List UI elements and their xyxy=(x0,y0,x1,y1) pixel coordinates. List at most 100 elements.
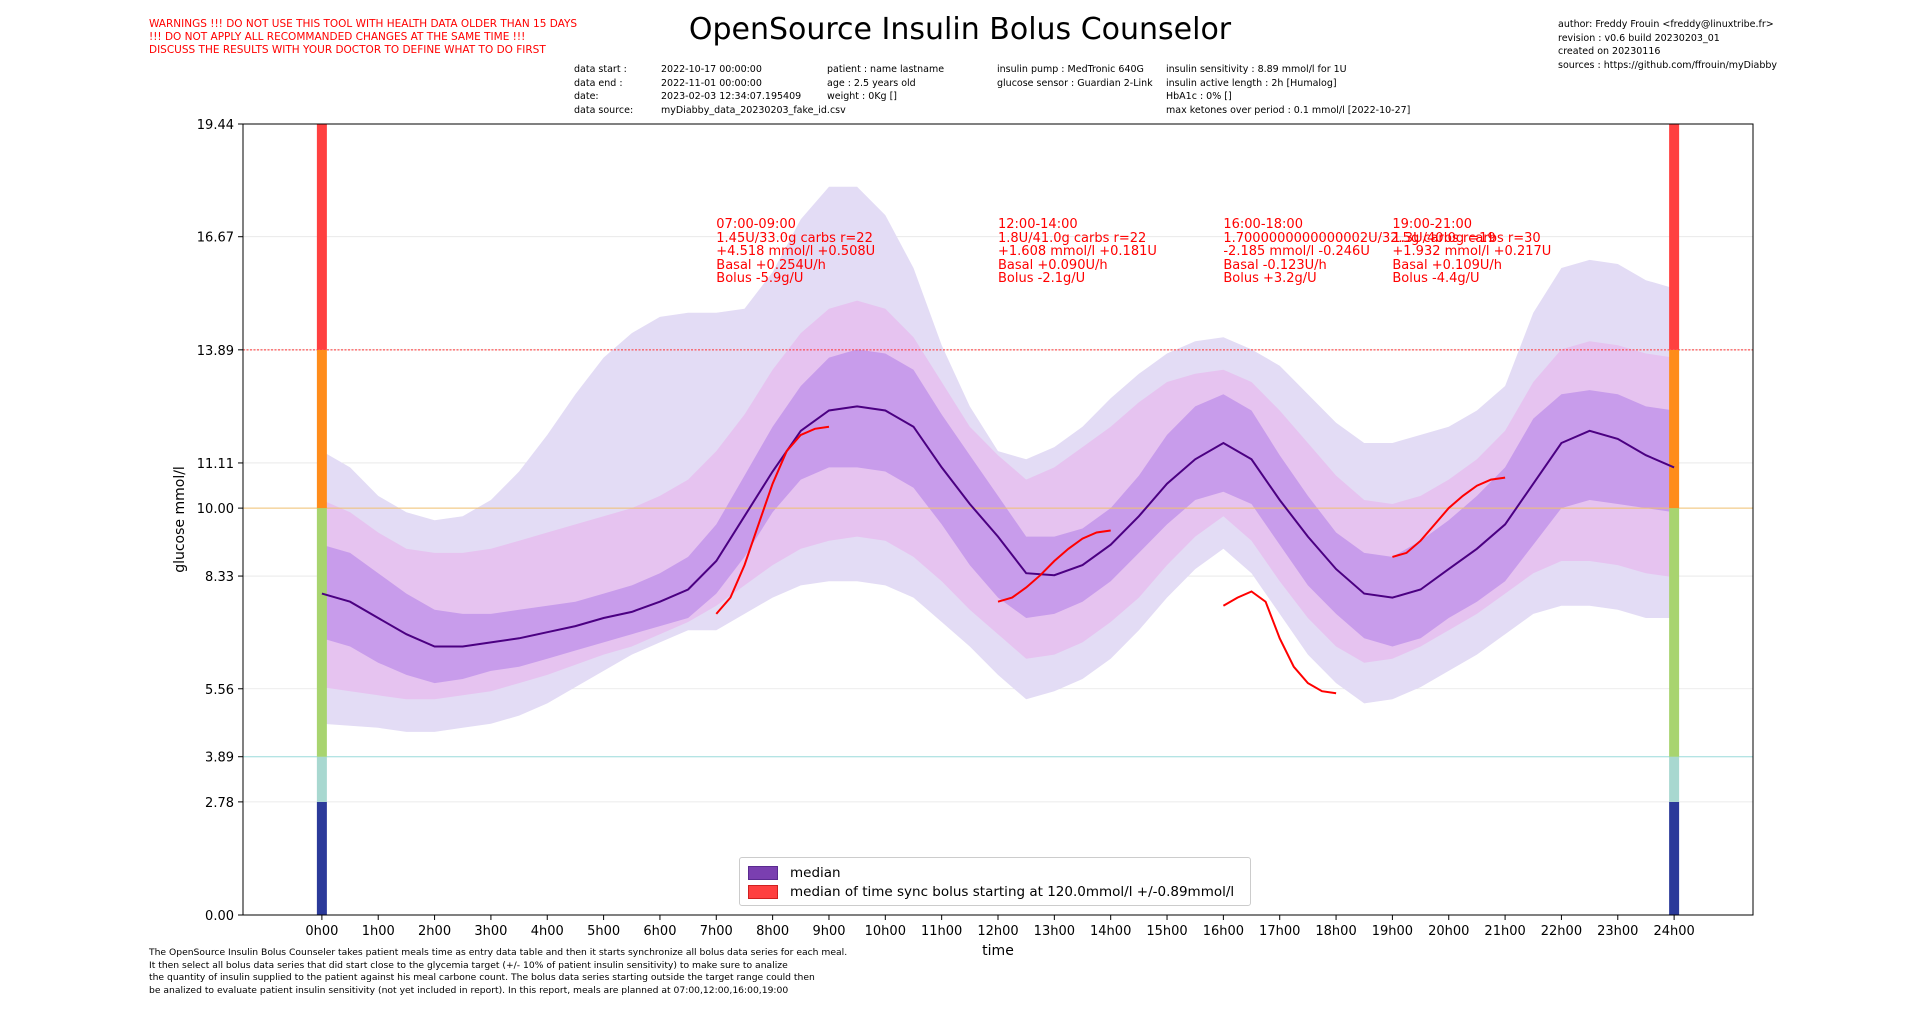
range-bar-segment xyxy=(316,124,327,350)
revision-line: revision : v0.6 build 20230203_01 xyxy=(1558,32,1720,44)
y-tick-label: 8.33 xyxy=(205,570,234,585)
annotation-line: Basal -0.123U/h xyxy=(1223,257,1327,273)
legend-entry-bolus: median of time sync bolus starting at 12… xyxy=(748,882,1234,902)
range-bar-segment xyxy=(316,349,327,509)
legend-swatch xyxy=(748,866,778,880)
meta-label: date: xyxy=(574,91,599,102)
x-tick-label: 8h00 xyxy=(756,924,789,939)
x-axis-label: time xyxy=(982,943,1014,959)
x-tick-label: 5h00 xyxy=(587,924,620,939)
meta-label: data source: xyxy=(574,104,634,116)
y-tick-label: 16.67 xyxy=(197,231,234,246)
x-tick-label: 4h00 xyxy=(531,924,564,939)
range-bar-segment xyxy=(316,508,327,757)
patient-line: patient : name lastname xyxy=(827,64,945,75)
y-tick-label: 2.78 xyxy=(205,796,234,811)
device-info: insulin pump : MedTronic 640G glucose se… xyxy=(997,63,1153,90)
annotation-line: Basal +0.109U/h xyxy=(1392,257,1503,273)
x-tick-label: 24h00 xyxy=(1653,924,1694,939)
footer-note: The OpenSource Insulin Bolus Counseler t… xyxy=(149,947,847,997)
patient-line: weight : 0Kg [] xyxy=(827,91,898,102)
x-tick-label: 6h00 xyxy=(643,924,676,939)
y-tick-label: 11.11 xyxy=(197,457,234,472)
x-tick-label: 15h00 xyxy=(1146,924,1187,939)
annotation-line: -2.185 mmol/l -0.246U xyxy=(1223,244,1370,260)
annotation-line: 1.45U/33.0g carbs r=22 xyxy=(716,230,873,246)
sources-line: sources : https://github.com/ffrouin/myD… xyxy=(1558,59,1778,71)
insulin-line: max ketones over period : 0.1 mmol/l [20… xyxy=(1166,104,1411,116)
annotation-line: Bolus -5.9g/U xyxy=(716,271,804,287)
x-tick-label: 19h00 xyxy=(1372,924,1413,939)
insulin-line: insulin active length : 2h [Humalog] xyxy=(1166,77,1337,89)
annotation-line: 19:00-21:00 xyxy=(1392,217,1473,233)
meal-annotation: 07:00-09:00 1.45U/33.0g carbs r=22 +4.51… xyxy=(716,218,875,286)
warnings: WARNINGS !!! DO NOT USE THIS TOOL WITH H… xyxy=(149,18,577,57)
meta-labels: data start : data end : date: data sourc… xyxy=(574,63,633,117)
author-line: author: Freddy Frouin <freddy@linuxtribe… xyxy=(1558,19,1774,30)
x-tick-label: 7h00 xyxy=(700,924,733,939)
x-tick-label: 23h00 xyxy=(1597,924,1638,939)
range-bar-segment xyxy=(1669,756,1680,802)
insulin-info: insulin sensitivity : 8.89 mmol/l for 1U… xyxy=(1166,63,1410,117)
y-tick-label: 19.44 xyxy=(197,118,234,133)
annotation-line: Bolus -2.1g/U xyxy=(998,271,1086,287)
annotation-line: 12:00-14:00 xyxy=(998,217,1078,233)
y-tick-label: 0.00 xyxy=(205,909,234,924)
meta-value: 2023-02-03 12:34:07.195409 xyxy=(661,91,802,102)
meta-values: 2022-10-17 00:00:00 2022-11-01 00:00:00 … xyxy=(661,63,846,117)
x-tick-label: 11h00 xyxy=(921,924,962,939)
legend-swatch xyxy=(748,885,778,899)
x-tick-label: 12h00 xyxy=(977,924,1018,939)
x-tick-label: 20h00 xyxy=(1428,924,1469,939)
range-bar-segment xyxy=(316,801,327,915)
annotation-line: 07:00-09:00 xyxy=(716,217,796,233)
bolus-line xyxy=(715,425,830,615)
annotation-line: +1.932 mmol/l +0.217U xyxy=(1392,244,1552,260)
meta-label: data end : xyxy=(574,77,623,89)
footer-line: The OpenSource Insulin Bolus Counseler t… xyxy=(149,947,848,958)
footer-line: It then select all bolus data series tha… xyxy=(149,959,788,971)
footer-line: the quantity of insulin supplied to the … xyxy=(149,972,815,984)
created-line: created on 20230116 xyxy=(1558,46,1661,57)
x-tick-label: 13h00 xyxy=(1034,924,1075,939)
x-tick-label: 9h00 xyxy=(812,924,845,939)
range-bar-segment xyxy=(1669,349,1680,509)
x-tick-label: 22h00 xyxy=(1541,924,1582,939)
legend-entry-median: median xyxy=(748,863,841,883)
bolus-line xyxy=(997,529,1111,603)
meta-value: 2022-11-01 00:00:00 xyxy=(661,77,762,89)
patient-info: patient : name lastname age : 2.5 years … xyxy=(827,63,944,104)
y-axis-label: glucose mmol/l xyxy=(172,466,188,573)
annotation-line: 1.7000000000000002U/32.5g carbs r=19 xyxy=(1223,230,1496,246)
insulin-line: insulin sensitivity : 8.89 mmol/l for 1U xyxy=(1166,64,1347,75)
y-tick-label: 13.89 xyxy=(197,344,234,359)
warning-line: WARNINGS !!! DO NOT USE THIS TOOL WITH H… xyxy=(149,18,578,30)
y-tick-label: 3.89 xyxy=(205,751,234,766)
annotation-line: 16:00-18:00 xyxy=(1223,217,1303,233)
patient-line: age : 2.5 years old xyxy=(827,77,916,89)
annotation-line: +1.608 mmol/l +0.181U xyxy=(998,244,1157,260)
warning-line: DISCUSS THE RESULTS WITH YOUR DOCTOR TO … xyxy=(149,44,546,56)
annotation-line: 1.3U/40.0g carbs r=30 xyxy=(1392,230,1541,246)
annotation-line: Bolus -4.4g/U xyxy=(1392,271,1480,287)
x-tick-label: 18h00 xyxy=(1315,924,1356,939)
meta-value: 2022-10-17 00:00:00 xyxy=(661,64,762,75)
x-tick-label: 1h00 xyxy=(362,924,395,939)
chart-legend: median median of time sync bolus startin… xyxy=(739,857,1251,906)
legend-label: median of time sync bolus starting at 12… xyxy=(790,884,1235,900)
x-tick-label: 3h00 xyxy=(474,924,507,939)
x-tick-label: 10h00 xyxy=(865,924,906,939)
meal-annotation: 12:00-14:00 1.8U/41.0g carbs r=22 +1.608… xyxy=(998,218,1157,286)
range-bar-segment xyxy=(1669,801,1680,915)
annotation-line: Bolus +3.2g/U xyxy=(1223,271,1317,287)
range-bar-segment xyxy=(316,756,327,802)
y-tick-label: 10.00 xyxy=(197,502,234,517)
annotation-line: Basal +0.090U/h xyxy=(998,257,1108,273)
annotation-line: +4.518 mmol/l +0.508U xyxy=(716,244,876,260)
warning-line: !!! DO NOT APPLY ALL RECOMMANDED CHANGES… xyxy=(149,31,526,43)
meal-annotation: 16:00-18:00 1.7000000000000002U/32.5g ca… xyxy=(1223,218,1495,286)
device-line: glucose sensor : Guardian 2-Link xyxy=(997,77,1153,89)
insulin-line: HbA1c : 0% [] xyxy=(1166,91,1232,102)
x-tick-label: 17h00 xyxy=(1259,924,1300,939)
